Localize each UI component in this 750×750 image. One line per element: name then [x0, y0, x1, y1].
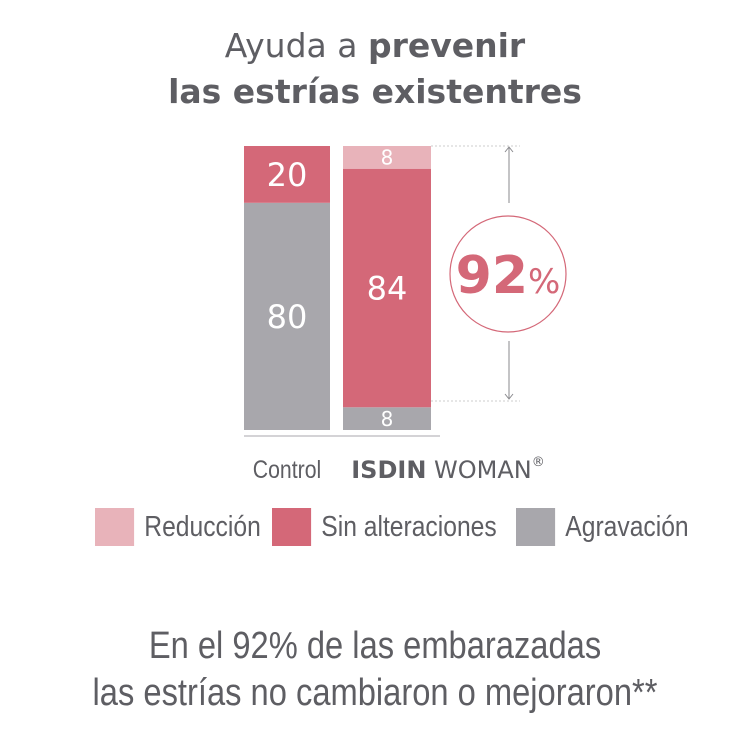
data-label: 8: [381, 407, 394, 431]
range-arrow: [504, 146, 514, 400]
annotation-value: 92%: [456, 246, 561, 306]
footer-line2: las estrías no cambiaron o mejoraron**: [92, 672, 658, 714]
data-label: 8: [381, 146, 394, 170]
legend-item-agravacion: Agravación: [516, 508, 689, 546]
legend-item-sin-alteraciones: Sin alteraciones: [272, 508, 497, 546]
title-line1: Ayuda a prevenir: [224, 26, 526, 65]
percent-circle: [449, 215, 567, 333]
bar-segment: [343, 407, 431, 430]
legend-swatch: [95, 508, 135, 546]
category-label-control: Control: [253, 455, 321, 483]
data-label: 84: [367, 270, 408, 308]
legend-swatch: [516, 508, 556, 546]
legend-item-reduccion: Reducción: [95, 508, 261, 546]
legend-swatch: [272, 508, 312, 546]
bar-segment: [343, 168, 431, 408]
category-label-isdin: ISDIN WOMAN®: [351, 455, 545, 484]
footer-line1: En el 92% de las embarazadas: [148, 625, 602, 667]
title-line2: las estrías existentres: [168, 72, 582, 111]
data-label: 80: [267, 298, 308, 336]
bar-segment: [343, 146, 431, 169]
bar-segment: [244, 146, 330, 203]
bar-segment: [244, 202, 330, 430]
data-label: 20: [267, 156, 308, 194]
